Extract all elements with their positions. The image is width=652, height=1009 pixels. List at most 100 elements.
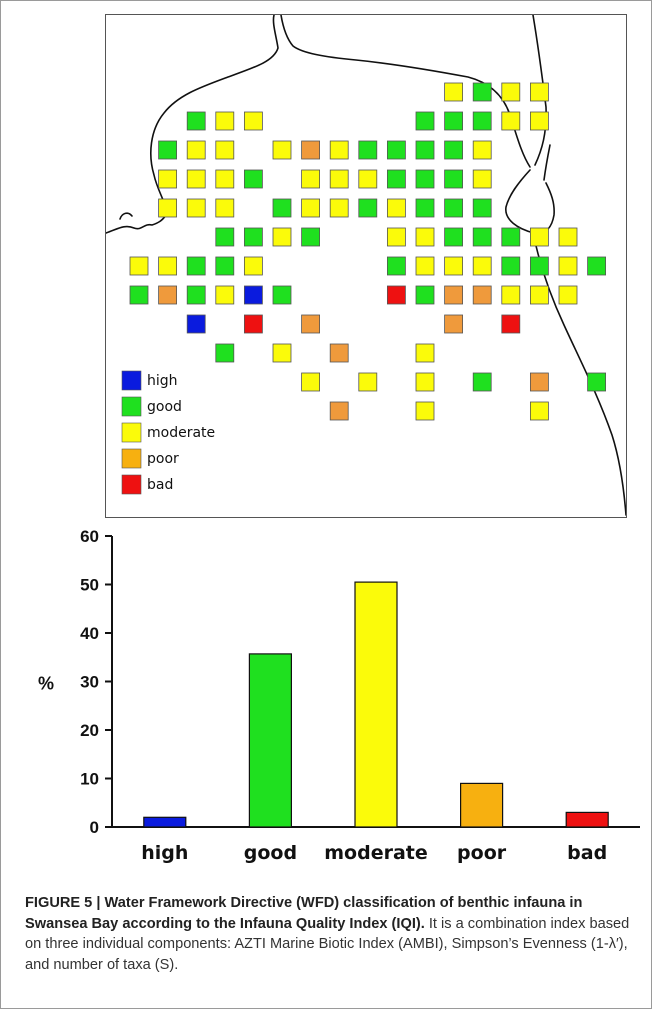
bar-good <box>248 653 292 828</box>
station-marker <box>215 285 235 305</box>
station-map: high good moderate poor bad <box>106 15 626 516</box>
station-marker <box>301 169 321 189</box>
station-marker <box>501 314 521 334</box>
station-marker <box>444 314 464 334</box>
station-marker <box>358 372 378 392</box>
station-marker <box>358 198 378 218</box>
station-marker <box>444 111 464 131</box>
station-marker <box>186 314 206 334</box>
station-marker <box>272 198 292 218</box>
x-category-label: good <box>244 842 297 864</box>
station-marker <box>472 227 492 247</box>
station-marker <box>301 372 321 392</box>
station-marker <box>329 343 349 363</box>
figure-caption: FIGURE 5 | Water Framework Directive (WF… <box>25 893 640 975</box>
station-marker <box>386 140 406 160</box>
caption-title: FIGURE 5 | Water Framework Directive (WF… <box>25 895 583 932</box>
station-marker <box>386 285 406 305</box>
station-marker <box>358 140 378 160</box>
station-marker <box>472 372 492 392</box>
station-marker <box>444 140 464 160</box>
station-marker <box>501 227 521 247</box>
station-marker <box>215 169 235 189</box>
bar-moderate <box>354 581 398 828</box>
station-marker <box>529 401 549 421</box>
station-marker <box>243 111 263 131</box>
station-marker <box>186 111 206 131</box>
y-tick-label: 20 <box>80 721 99 740</box>
station-marker <box>358 169 378 189</box>
station-marker <box>158 285 177 305</box>
station-marker <box>415 140 435 160</box>
station-marker <box>186 256 206 276</box>
bar-series <box>143 581 609 828</box>
station-marker <box>215 256 235 276</box>
station-marker <box>415 169 435 189</box>
legend-swatch-good <box>121 396 142 417</box>
station-marker <box>243 256 263 276</box>
station-marker <box>472 285 492 305</box>
station-marker <box>444 256 464 276</box>
legend-swatch-high <box>121 370 142 391</box>
station-marker <box>129 256 149 276</box>
station-marker <box>501 285 521 305</box>
station-marker <box>501 111 521 131</box>
station-marker <box>444 82 464 102</box>
station-marker <box>243 169 263 189</box>
station-marker <box>415 111 435 131</box>
station-marker <box>215 111 235 131</box>
station-marker <box>386 227 406 247</box>
station-marker <box>129 285 149 305</box>
station-marker <box>444 227 464 247</box>
station-marker <box>215 198 235 218</box>
caption-body: It is a combination index based on three… <box>25 915 630 973</box>
station-marker <box>472 198 492 218</box>
station-marker <box>529 111 549 131</box>
legend-swatch-moderate <box>121 422 142 443</box>
station-marker <box>329 140 349 160</box>
station-marker <box>215 343 235 363</box>
station-marker <box>243 227 263 247</box>
station-map-panel: high good moderate poor bad <box>105 14 627 518</box>
station-marker <box>529 82 549 102</box>
station-marker <box>186 140 206 160</box>
y-axis-label: % <box>38 674 54 694</box>
station-marker <box>415 401 435 421</box>
station-marker <box>415 256 435 276</box>
station-marker <box>329 198 349 218</box>
station-marker <box>386 198 406 218</box>
station-marker <box>301 198 321 218</box>
station-marker <box>272 227 292 247</box>
station-marker <box>158 140 177 160</box>
station-marker <box>158 169 177 189</box>
x-category-label: high <box>141 842 188 864</box>
legend-swatch-poor <box>121 448 142 469</box>
percentage-bar-chart: 0 10 20 30 40 50 60 high good moderate poor bad % <box>38 527 640 864</box>
station-marker <box>186 169 206 189</box>
legend-swatch-bad <box>121 474 142 495</box>
x-category-label: bad <box>567 842 607 864</box>
station-marker <box>272 140 292 160</box>
station-marker <box>186 198 206 218</box>
station-marker <box>529 285 549 305</box>
y-tick-label: 50 <box>80 576 99 595</box>
station-marker <box>558 256 578 276</box>
station-marker <box>558 285 578 305</box>
legend-label-bad: bad <box>147 477 173 493</box>
station-marker <box>272 343 292 363</box>
station-marker <box>501 256 521 276</box>
legend-label-good: good <box>147 399 182 415</box>
x-category-label: moderate <box>324 842 428 864</box>
station-marker <box>529 256 549 276</box>
station-marker <box>215 140 235 160</box>
station-marker <box>472 140 492 160</box>
station-marker <box>301 227 321 247</box>
station-marker <box>243 285 263 305</box>
station-marker <box>472 169 492 189</box>
bar-poor <box>460 782 504 828</box>
legend-label-poor: poor <box>147 451 179 467</box>
station-marker <box>415 198 435 218</box>
y-tick-label: 30 <box>80 673 99 692</box>
station-markers <box>129 82 607 421</box>
station-marker <box>386 256 406 276</box>
